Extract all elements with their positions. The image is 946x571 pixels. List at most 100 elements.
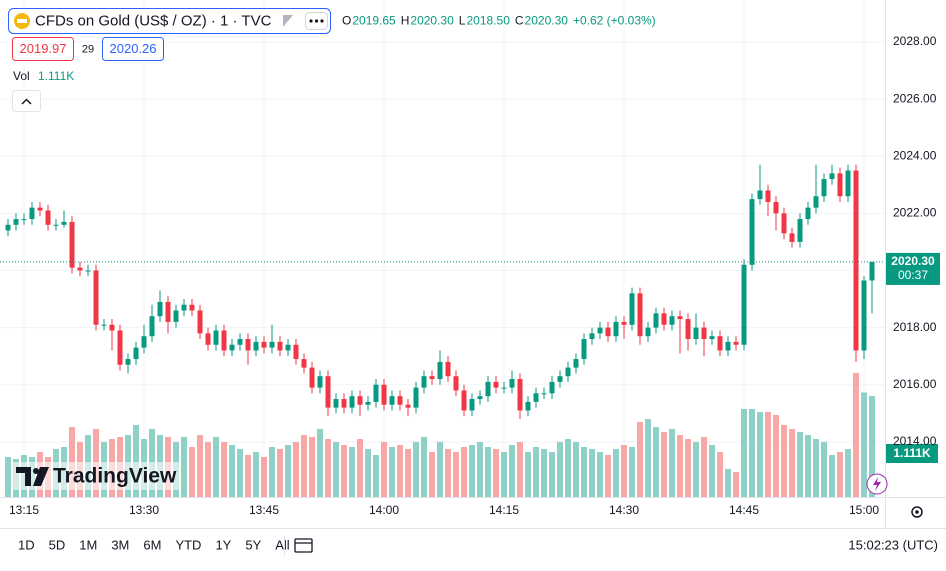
candle-body xyxy=(261,341,267,348)
candle-body xyxy=(325,376,331,408)
candle-body xyxy=(197,310,203,334)
range-button[interactable]: 1D xyxy=(18,537,35,552)
candle-body xyxy=(413,387,419,408)
volume-bar xyxy=(189,447,195,497)
volume-bar xyxy=(613,449,619,497)
candle-body xyxy=(549,381,555,394)
range-button[interactable]: 1M xyxy=(79,537,97,552)
ohlc-value: 2018.50 xyxy=(466,14,510,28)
candle-body xyxy=(133,347,139,360)
candle-body xyxy=(853,170,859,351)
candle-body xyxy=(669,316,675,325)
volume-bar xyxy=(605,455,611,497)
ohlc-label: O xyxy=(342,14,351,28)
candle-body xyxy=(37,207,43,211)
candle-body xyxy=(445,361,451,377)
more-dot xyxy=(314,19,319,23)
volume-bar xyxy=(597,452,603,497)
last-price-badge xyxy=(886,252,940,285)
volume-bar xyxy=(253,452,259,497)
range-button[interactable]: All xyxy=(275,537,290,552)
range-button[interactable]: 6M xyxy=(143,537,161,552)
volume-bar xyxy=(845,449,851,497)
settings-icon[interactable] xyxy=(911,506,923,518)
flag-icon[interactable] xyxy=(283,15,293,27)
volume-bar xyxy=(205,442,211,497)
candle-body xyxy=(573,359,579,368)
candle-body xyxy=(597,327,603,334)
volume-bar xyxy=(869,396,875,497)
candle-body xyxy=(429,376,435,380)
y-tick-label: 2018.00 xyxy=(893,320,937,334)
volume-bar xyxy=(325,439,331,497)
volume-bar xyxy=(453,452,459,497)
candle-body xyxy=(29,207,35,220)
volume-bar xyxy=(285,445,291,497)
range-button[interactable]: 1Y xyxy=(215,537,231,552)
candle-body xyxy=(421,376,427,388)
axes xyxy=(0,0,946,529)
volume-bar xyxy=(765,412,771,497)
symbol-box[interactable] xyxy=(8,8,331,34)
candle-body xyxy=(245,339,251,351)
candle-body xyxy=(637,293,643,337)
range-button[interactable]: 5D xyxy=(49,537,66,552)
candle-body xyxy=(69,221,75,268)
volume-bar xyxy=(645,419,651,497)
x-tick-label: 13:15 xyxy=(9,503,39,517)
volume-bar xyxy=(589,449,595,497)
candle-body xyxy=(77,267,83,271)
candle-body xyxy=(365,401,371,405)
candle-body xyxy=(693,327,699,340)
collapse-button[interactable] xyxy=(12,90,41,112)
candle-body xyxy=(837,173,843,197)
range-button[interactable]: 5Y xyxy=(245,537,261,552)
candle-body xyxy=(485,381,491,397)
candle-body xyxy=(781,213,787,234)
range-button[interactable]: 3M xyxy=(111,537,129,552)
date-range-icon[interactable] xyxy=(294,538,313,553)
volume-bar xyxy=(773,415,779,497)
candle-body xyxy=(53,224,59,226)
candle-body xyxy=(685,319,691,340)
candle-body xyxy=(293,344,299,360)
volume-bar xyxy=(309,437,315,497)
volume-bar xyxy=(541,449,547,497)
volume-bar xyxy=(365,449,371,497)
candle-body xyxy=(469,399,475,411)
bid-box[interactable] xyxy=(12,37,74,61)
candle-body xyxy=(493,381,499,388)
x-tick-label: 15:00 xyxy=(849,503,879,517)
candle-body xyxy=(229,344,235,351)
candle-body xyxy=(165,301,171,322)
ohlc-label: C xyxy=(515,14,524,28)
logo-mark xyxy=(16,467,31,486)
volume-bar xyxy=(829,455,835,497)
volume-bar xyxy=(397,445,403,497)
candle-body xyxy=(397,396,403,405)
countdown: 00:37 xyxy=(898,268,928,282)
range-button[interactable]: YTD xyxy=(175,537,201,552)
volume-bar xyxy=(741,409,747,497)
volume-bar xyxy=(813,439,819,497)
candle-body xyxy=(677,316,683,320)
candle-body xyxy=(189,304,195,311)
volume-bar xyxy=(685,439,691,497)
volume-bar xyxy=(373,455,379,497)
volume-bar xyxy=(669,429,675,497)
candle-body xyxy=(117,330,123,365)
volume-bar xyxy=(229,445,235,497)
volume-bar xyxy=(797,432,803,497)
volume-bar xyxy=(517,442,523,497)
candle-body xyxy=(141,336,147,348)
volume-value: 1.111K xyxy=(38,69,74,83)
candle-body xyxy=(757,190,763,200)
candle-body xyxy=(765,190,771,202)
candle-body xyxy=(125,359,131,365)
clock[interactable]: 15:02:23 (UTC) xyxy=(848,537,938,552)
volume-bar xyxy=(533,447,539,497)
ask-box[interactable] xyxy=(102,37,164,61)
candle-body xyxy=(805,207,811,220)
candle-body xyxy=(181,304,187,311)
symbol-title: CFDs on Gold (US$ / OZ) · 1 · TVC xyxy=(35,12,272,29)
